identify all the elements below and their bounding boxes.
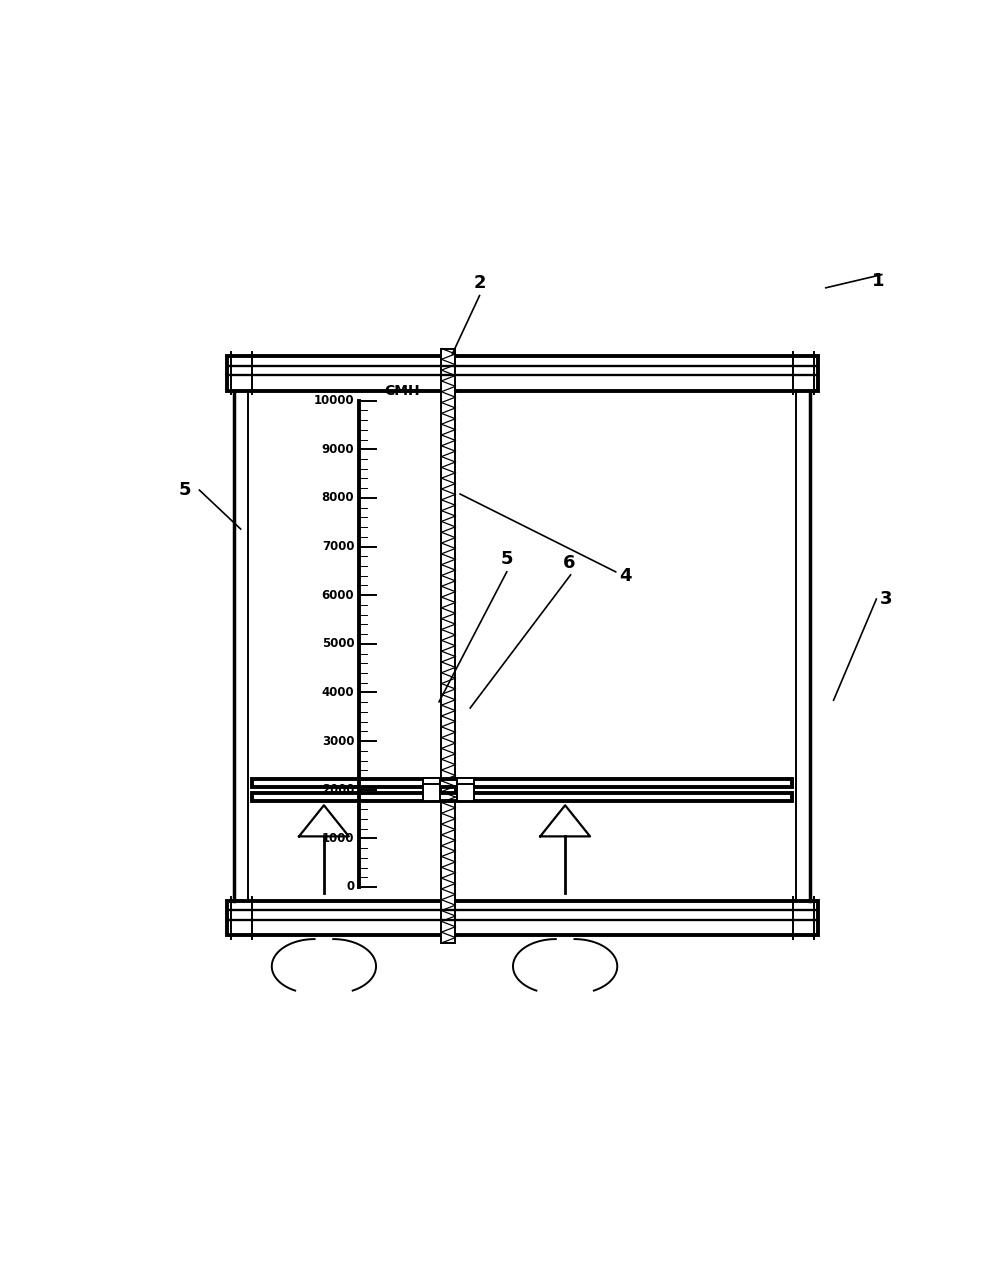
Bar [456, 778, 473, 796]
Text: 6000: 6000 [321, 588, 354, 601]
Text: 3: 3 [880, 590, 892, 608]
Text: 4: 4 [619, 567, 632, 585]
Text: 5: 5 [500, 550, 513, 568]
Text: 3000: 3000 [321, 735, 354, 747]
Text: 7000: 7000 [321, 540, 354, 553]
Text: 8000: 8000 [321, 492, 354, 505]
Bar [441, 348, 455, 943]
Bar [252, 779, 791, 787]
Text: 0: 0 [346, 881, 354, 894]
Text: 1000: 1000 [321, 831, 354, 845]
Text: 4000: 4000 [321, 686, 354, 699]
Bar [227, 901, 817, 935]
Bar [252, 793, 791, 801]
Text: CMH: CMH [383, 384, 419, 398]
Text: 2000: 2000 [321, 783, 354, 796]
Text: 9000: 9000 [321, 442, 354, 456]
Text: 1: 1 [871, 272, 884, 290]
Text: 5: 5 [179, 482, 191, 500]
Bar [422, 778, 439, 796]
Text: 6: 6 [563, 554, 575, 572]
Bar [456, 784, 473, 802]
Bar [227, 356, 817, 390]
Text: 2: 2 [472, 273, 485, 292]
Bar [422, 784, 439, 802]
Text: 10000: 10000 [313, 394, 354, 407]
Text: 5000: 5000 [321, 637, 354, 651]
